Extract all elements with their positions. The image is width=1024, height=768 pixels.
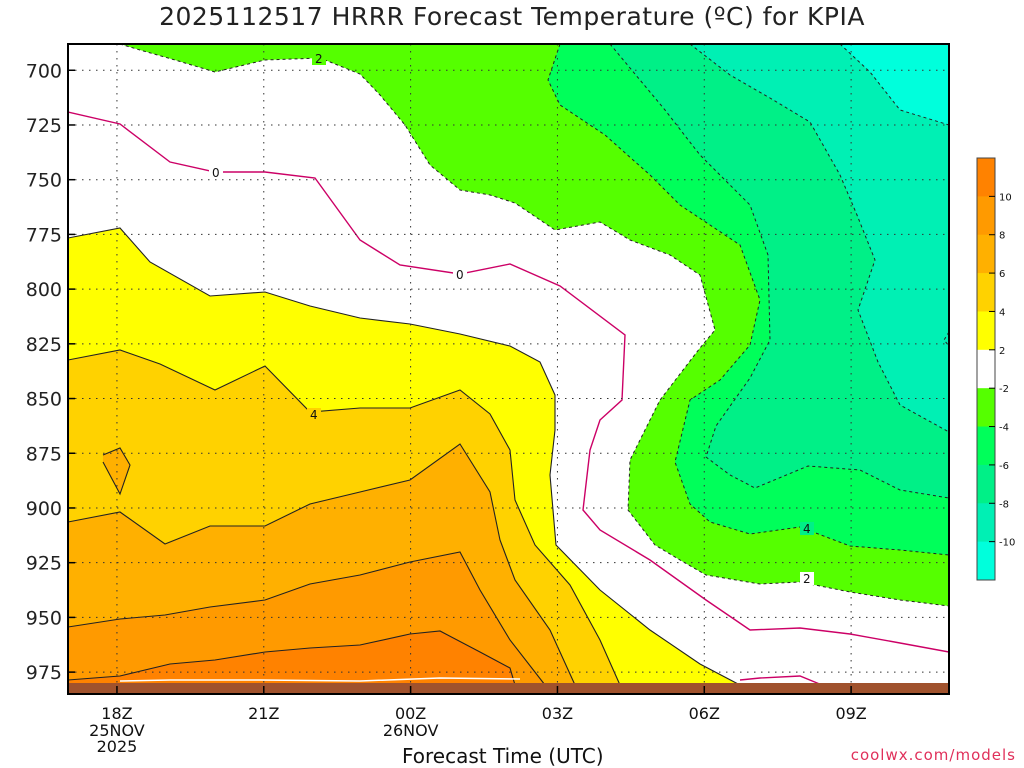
x-tick-label: 18Z bbox=[101, 704, 132, 723]
warm-contour-lines bbox=[68, 227, 741, 686]
colorbar-tick-label: -10 bbox=[999, 538, 1015, 549]
x-tick-sublabel: 2025 bbox=[97, 737, 138, 756]
colorbar-band bbox=[977, 158, 995, 197]
contour-label: 0 bbox=[212, 166, 220, 180]
contour-labels: 2 0 0 4 4 2 bbox=[209, 52, 814, 586]
plot-frame bbox=[67, 43, 950, 695]
colorbar-band bbox=[977, 196, 995, 236]
filled-contours bbox=[68, 44, 949, 686]
colorbar-band bbox=[977, 273, 995, 312]
x-tick-label: 03Z bbox=[542, 704, 573, 723]
x-tick-label: 00Z bbox=[395, 704, 426, 723]
contour-label: 4 bbox=[803, 522, 811, 536]
colorbar-band bbox=[977, 464, 995, 504]
colorbar-tick-label: 2 bbox=[999, 346, 1005, 357]
x-tick-sublabel: 26NOV bbox=[383, 721, 439, 740]
y-tick-label: 925 bbox=[26, 553, 62, 575]
colorbar-tick-label: -8 bbox=[999, 499, 1009, 510]
x-tick-label: 09Z bbox=[835, 704, 866, 723]
y-tick-label: 700 bbox=[26, 60, 62, 82]
x-axis-title: Forecast Time (UTC) bbox=[402, 744, 604, 768]
colorbar-tick-label: 8 bbox=[999, 231, 1005, 242]
colorbar-tick-label: -2 bbox=[999, 384, 1009, 395]
colorbar: 10 8 6 4 2 -2 -4 -6 -8 -10 bbox=[976, 157, 1015, 581]
x-tick-label: 06Z bbox=[689, 704, 720, 723]
y-tick-label: 975 bbox=[26, 662, 62, 684]
y-tick-label: 725 bbox=[26, 115, 62, 137]
footer-credit: coolwx.com/models bbox=[850, 746, 1016, 764]
contour-label: 2 bbox=[803, 572, 811, 586]
ground-surface bbox=[68, 683, 949, 695]
y-tick-label: 825 bbox=[26, 334, 62, 356]
band-10-to-12 bbox=[68, 631, 515, 685]
colorbar-tick-label: 6 bbox=[999, 269, 1005, 280]
colorbar-band bbox=[977, 503, 995, 543]
contour-label: 2 bbox=[315, 52, 323, 66]
colorbar-tick-label: 10 bbox=[999, 192, 1012, 203]
colorbar-band bbox=[977, 426, 995, 466]
colorbar-band bbox=[977, 541, 995, 581]
y-tick-label: 900 bbox=[26, 498, 62, 520]
x-tick-sublabel: 25NOV bbox=[89, 721, 145, 740]
contour-label: 4 bbox=[310, 408, 318, 422]
colorbar-band bbox=[977, 311, 995, 351]
colorbar-band bbox=[977, 388, 995, 428]
page-title: 2025112517 HRRR Forecast Temperature (ºC… bbox=[159, 2, 865, 31]
y-tick-label: 775 bbox=[26, 224, 62, 246]
ground-edge bbox=[119, 677, 521, 682]
y-tick-label: 750 bbox=[26, 170, 62, 192]
colorbar-frame bbox=[976, 157, 996, 581]
zero-contour-lines bbox=[68, 111, 949, 686]
y-axis-ticks: 700 725 750 775 800 825 850 875 900 925 950 975 bbox=[26, 60, 75, 684]
y-tick-label: 875 bbox=[26, 443, 62, 465]
y-tick-label: 850 bbox=[26, 389, 62, 411]
band-minus8-to-minus10 bbox=[690, 44, 949, 432]
colorbar-tick-label: -6 bbox=[999, 461, 1009, 472]
colorbar-tick-label: 4 bbox=[999, 307, 1005, 318]
x-tick-label: 21Z bbox=[248, 704, 279, 723]
contour-label: 0 bbox=[456, 268, 464, 282]
y-tick-label: 800 bbox=[26, 279, 62, 301]
colorbar-band bbox=[977, 349, 995, 389]
colorbar-tick-label: -4 bbox=[999, 423, 1009, 434]
colorbar-band bbox=[977, 234, 995, 274]
y-tick-label: 950 bbox=[26, 607, 62, 629]
band-minus10-to-minus12 bbox=[840, 44, 949, 125]
